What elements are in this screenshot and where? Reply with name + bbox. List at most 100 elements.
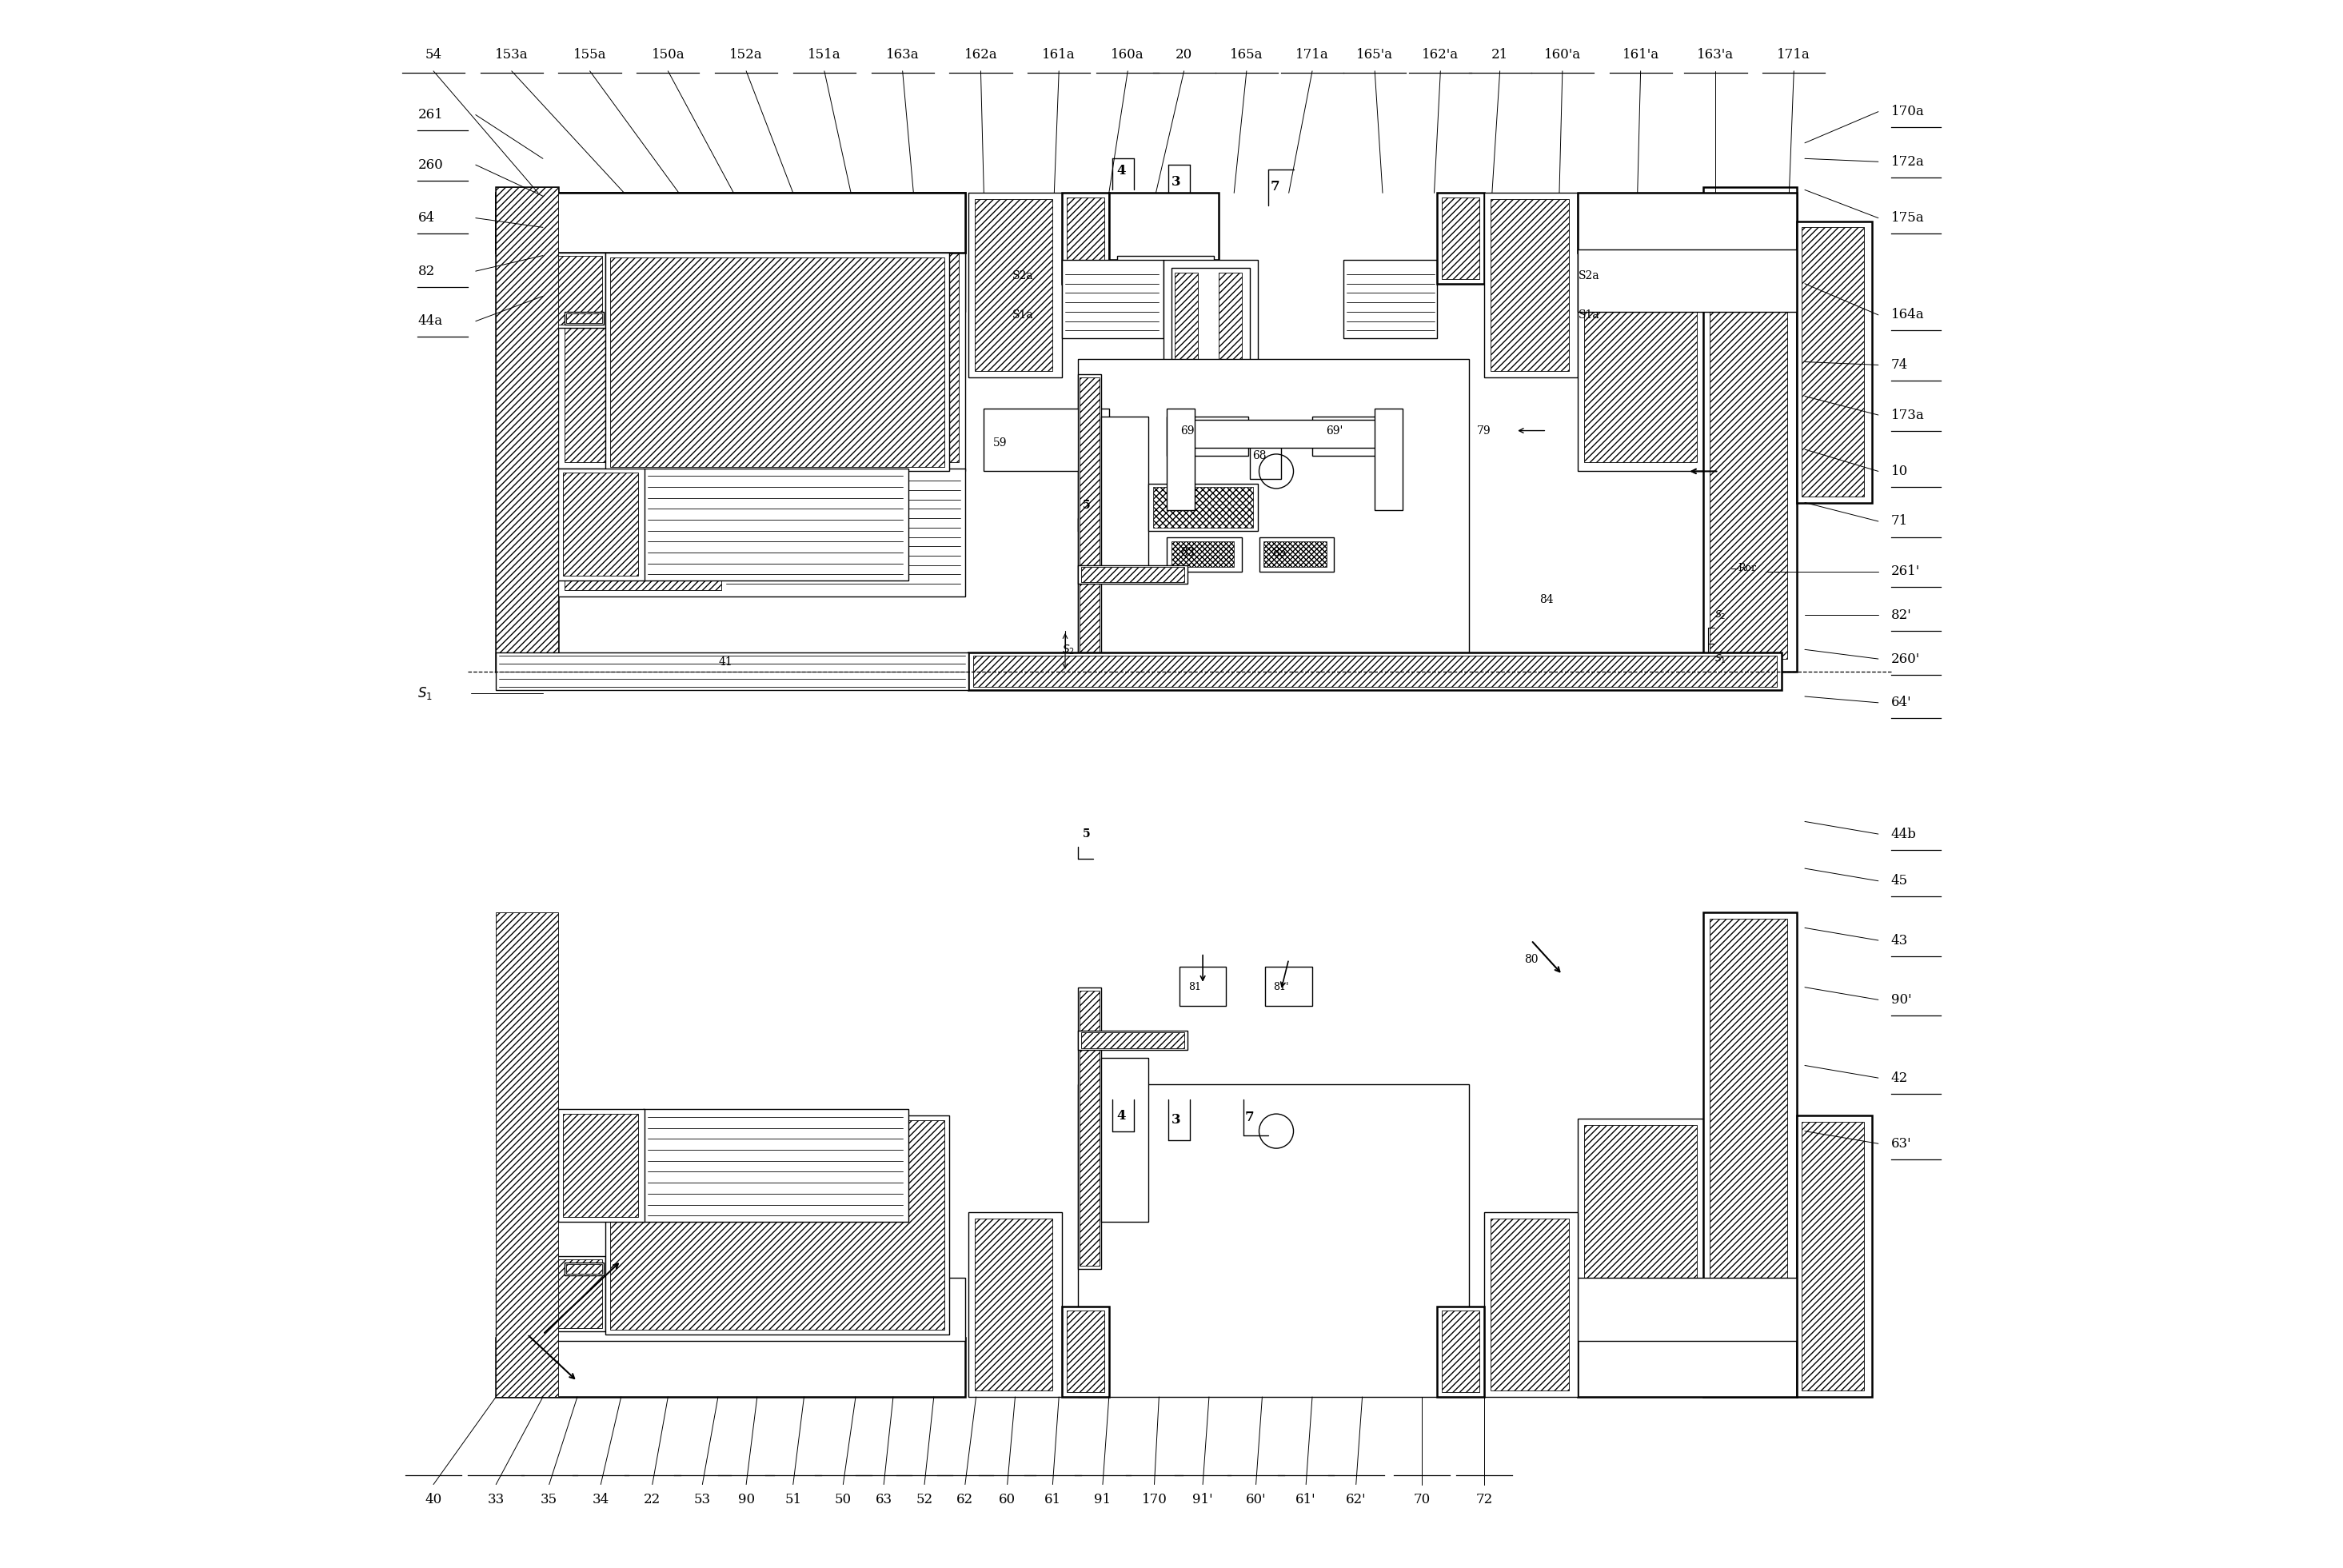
Text: 152a: 152a (729, 49, 764, 61)
Text: 62: 62 (956, 1493, 975, 1507)
Bar (497, 1338, 965, 1397)
Bar (1172, 268, 1249, 386)
Bar (497, 652, 968, 690)
Text: 79: 79 (1476, 425, 1490, 436)
Text: 52: 52 (916, 1493, 933, 1507)
Bar (1579, 1278, 1797, 1341)
Text: 83: 83 (1181, 547, 1195, 558)
Bar (1710, 919, 1788, 1391)
Text: 170a: 170a (1891, 105, 1924, 119)
Bar (1167, 417, 1249, 456)
Bar (1375, 409, 1403, 510)
Bar (1164, 260, 1258, 394)
Bar (1218, 273, 1242, 383)
Text: 42: 42 (1891, 1071, 1907, 1085)
Bar (1080, 566, 1183, 582)
Text: 4: 4 (1118, 1109, 1127, 1123)
Bar (1078, 564, 1188, 583)
Bar (497, 187, 558, 671)
Text: 64: 64 (417, 212, 436, 224)
Text: 172a: 172a (1891, 155, 1924, 168)
Bar (1078, 359, 1469, 671)
Bar (1249, 433, 1282, 480)
Text: 7: 7 (1244, 1110, 1254, 1124)
Bar (1061, 260, 1164, 339)
Bar (604, 252, 949, 472)
Text: 54: 54 (424, 49, 443, 61)
Text: 165'a: 165'a (1357, 49, 1394, 61)
Text: 151a: 151a (808, 49, 841, 61)
Bar (1153, 488, 1254, 527)
Text: 150a: 150a (651, 49, 684, 61)
Text: 59: 59 (993, 437, 1007, 448)
Text: 44b: 44b (1891, 828, 1917, 840)
Bar (1258, 536, 1333, 571)
Bar (1710, 205, 1788, 659)
Text: 22: 22 (644, 1493, 661, 1507)
Bar (1078, 375, 1101, 655)
Bar (1080, 1033, 1183, 1049)
Text: $S_1$: $S_1$ (417, 685, 433, 701)
Bar (1148, 485, 1258, 530)
Bar (1078, 988, 1101, 1269)
Bar (1490, 199, 1570, 372)
Bar (1265, 967, 1312, 1007)
Bar (975, 199, 1052, 372)
Bar (562, 1113, 637, 1217)
Bar (544, 252, 604, 328)
Bar (1441, 198, 1478, 279)
Text: S1a: S1a (1579, 309, 1600, 320)
Bar (497, 193, 965, 252)
Text: 63: 63 (876, 1493, 893, 1507)
Text: 43: 43 (1891, 933, 1907, 947)
Text: 45: 45 (1891, 873, 1907, 887)
Text: 171a: 171a (1296, 49, 1328, 61)
Text: S2a: S2a (1579, 270, 1600, 281)
Bar (609, 257, 944, 467)
Bar (1080, 991, 1099, 1265)
Text: $S_1$: $S_1$ (1715, 652, 1727, 665)
Bar (1483, 1212, 1579, 1397)
Text: 33: 33 (487, 1493, 504, 1507)
Bar (1579, 249, 1797, 312)
Bar (562, 474, 637, 575)
Bar (1436, 1306, 1483, 1397)
Bar (1167, 409, 1195, 510)
Bar (1441, 1311, 1478, 1392)
Text: 60': 60' (1246, 1493, 1265, 1507)
Text: 70: 70 (1413, 1493, 1429, 1507)
Bar (642, 1109, 909, 1221)
Text: 82: 82 (417, 265, 436, 278)
Bar (1483, 193, 1579, 378)
Bar (497, 1278, 965, 1341)
Bar (501, 205, 548, 659)
Text: 40: 40 (424, 1493, 443, 1507)
Bar (604, 1115, 949, 1334)
Bar (1490, 1218, 1570, 1391)
Bar (975, 1218, 1052, 1391)
Bar (565, 312, 604, 325)
Text: $S_2$: $S_2$ (1715, 608, 1727, 621)
Bar (497, 913, 558, 1397)
Text: 80: 80 (1525, 953, 1537, 964)
Bar (558, 469, 965, 596)
Bar (558, 193, 965, 472)
Text: 61': 61' (1296, 1493, 1317, 1507)
Bar (1167, 536, 1242, 571)
Bar (565, 475, 722, 590)
Text: 4: 4 (1118, 165, 1127, 177)
Text: 44a: 44a (417, 315, 443, 328)
Text: 175a: 175a (1891, 212, 1924, 224)
Text: 20: 20 (1176, 49, 1193, 61)
Bar (1579, 1338, 1797, 1397)
Bar (609, 1120, 944, 1330)
Bar (1080, 378, 1099, 652)
Text: 53: 53 (694, 1493, 710, 1507)
Text: 60: 60 (998, 1493, 1017, 1507)
Bar (1066, 1311, 1104, 1392)
Text: S1a: S1a (1012, 309, 1033, 320)
Bar (1108, 193, 1218, 260)
Bar (1802, 1121, 1865, 1391)
Text: 91: 91 (1094, 1493, 1111, 1507)
Bar (565, 1262, 604, 1275)
